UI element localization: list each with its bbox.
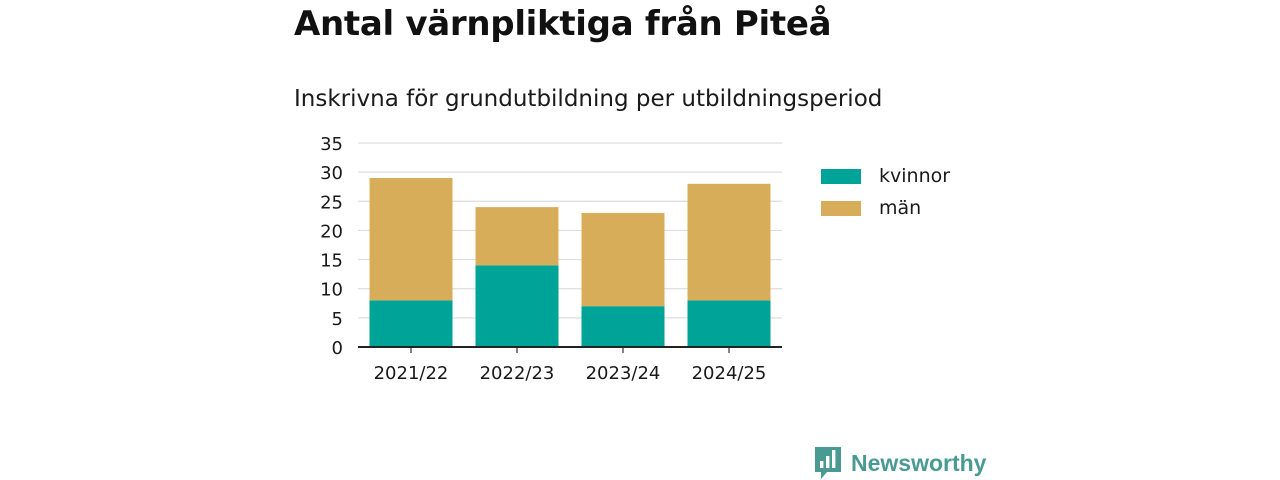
bar-man-2024-25: [687, 183, 771, 301]
legend: kvinnor män: [821, 160, 950, 224]
x-tick-label: 2021/22: [374, 363, 449, 384]
x-tick-label: 2023/24: [586, 363, 661, 384]
bar-man-2022-23: [475, 207, 559, 266]
newsworthy-logo-icon: [815, 447, 841, 479]
y-tick-label: 30: [320, 163, 343, 184]
legend-item-kvinnor: kvinnor: [821, 160, 950, 192]
legend-swatch-kvinnor: [821, 168, 861, 184]
chart-title: Antal värnpliktiga från Piteå: [294, 4, 832, 44]
y-tick-label: 5: [332, 309, 343, 330]
legend-item-man: män: [821, 192, 950, 224]
brand-label: Newsworthy: [851, 449, 987, 476]
y-tick-label: 35: [320, 134, 343, 155]
y-tick-label: 15: [320, 251, 343, 272]
bar-kvinnor-2021-22: [369, 300, 453, 347]
y-tick-label: 0: [332, 338, 343, 359]
y-tick-label: 25: [320, 192, 343, 213]
bar-kvinnor-2024-25: [687, 300, 771, 347]
bar-man-2021-22: [369, 177, 453, 301]
x-tick-label: 2022/23: [480, 363, 555, 384]
x-tick-label: 2024/25: [692, 363, 767, 384]
y-tick-label: 20: [320, 221, 343, 242]
newsworthy-branding: Newsworthy: [814, 446, 986, 480]
bar-man-2023-24: [581, 212, 665, 307]
bar-kvinnor-2022-23: [475, 265, 559, 347]
y-tick-label: 10: [320, 280, 343, 301]
chart-subtitle: Inskrivna för grundutbildning per utbild…: [294, 86, 883, 112]
legend-label-kvinnor: kvinnor: [879, 165, 951, 187]
legend-swatch-man: [821, 200, 861, 216]
legend-label-man: män: [879, 197, 922, 219]
bar-kvinnor-2023-24: [581, 306, 665, 347]
